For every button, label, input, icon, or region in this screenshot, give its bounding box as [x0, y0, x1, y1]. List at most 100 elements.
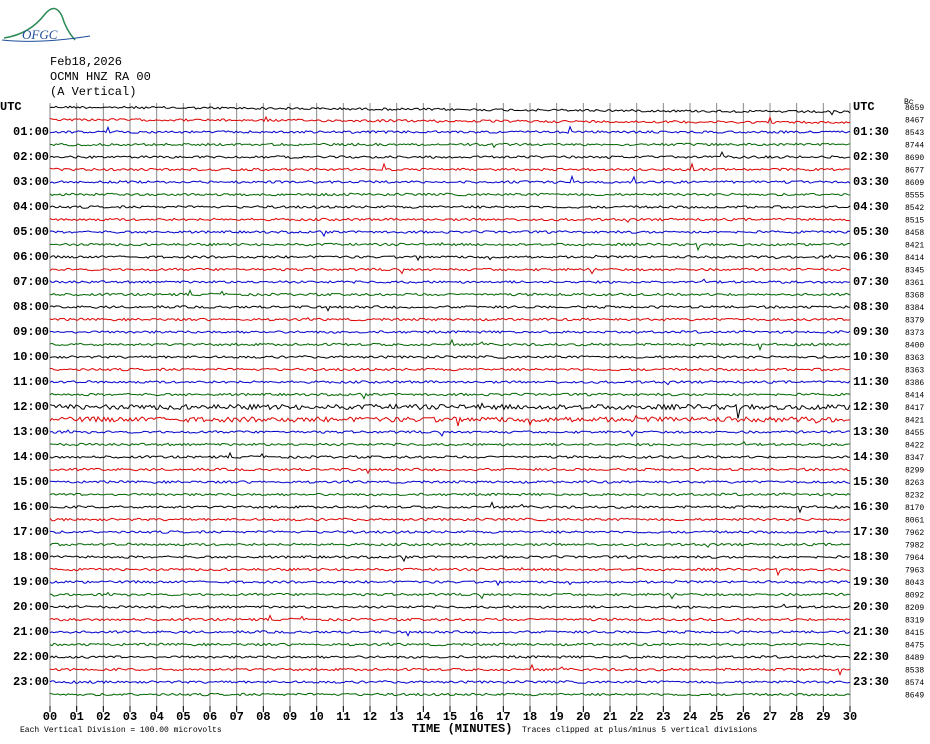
- left-time-label: 07:00: [13, 275, 49, 289]
- trace: [50, 367, 851, 372]
- count-label: 8455: [905, 429, 924, 438]
- x-tick-label: 00: [43, 710, 57, 724]
- trace: [49, 492, 851, 497]
- left-time-label: 23:00: [13, 675, 49, 689]
- right-time-label: 03:30: [853, 175, 889, 189]
- trace: [49, 517, 851, 522]
- x-tick-label: 30: [843, 710, 857, 724]
- right-time-label: 05:30: [853, 225, 889, 239]
- count-label: 8417: [905, 404, 924, 413]
- left-time-label: 17:00: [13, 525, 49, 539]
- trace: [50, 329, 851, 334]
- trace: [49, 125, 851, 134]
- count-label: 8555: [905, 192, 924, 201]
- logo-swoosh: [1, 35, 91, 42]
- trace: [49, 501, 851, 514]
- right-time-label: 12:30: [853, 400, 889, 414]
- count-label: 7963: [905, 567, 924, 576]
- scale-note: Each Vertical Division = 100.00 microvol…: [20, 726, 222, 735]
- trace: [49, 242, 851, 252]
- x-tick-label: 14: [416, 710, 430, 724]
- x-tick-label: 28: [789, 710, 803, 724]
- left-time-label: 10:00: [13, 350, 49, 364]
- count-label: 8415: [905, 629, 924, 638]
- count-label: 8690: [905, 154, 924, 163]
- trace: [49, 429, 851, 438]
- count-label: 8347: [905, 454, 924, 463]
- x-tick-label: 27: [763, 710, 777, 724]
- x-tick-label: 13: [389, 710, 403, 724]
- x-tick-label: 29: [816, 710, 830, 724]
- trace: [49, 603, 851, 609]
- count-label: 8515: [905, 217, 924, 226]
- date: Feb18,2026: [50, 55, 122, 69]
- x-tick-label: 26: [736, 710, 750, 724]
- count-label: 8543: [905, 129, 924, 138]
- trace: [49, 115, 851, 125]
- trace: [49, 402, 851, 419]
- right-time-label: 20:30: [853, 600, 889, 614]
- trace: [49, 338, 851, 352]
- trace: [49, 654, 851, 659]
- x-tick-label: 19: [549, 710, 563, 724]
- count-label: 8414: [905, 254, 924, 263]
- right-time-label: 09:30: [853, 325, 889, 339]
- logo-curve: [3, 7, 76, 41]
- count-label: 8421: [905, 242, 924, 251]
- left-time-label: 06:00: [13, 250, 49, 264]
- count-label: 8061: [905, 517, 924, 526]
- clip-note: Traces clipped at plus/minus 5 vertical …: [522, 726, 757, 735]
- count-label: 8400: [905, 342, 924, 351]
- right-time-label: 16:30: [853, 500, 889, 514]
- count-label: 8458: [905, 229, 924, 238]
- count-label: 8363: [905, 354, 924, 363]
- x-tick-label: 15: [443, 710, 457, 724]
- count-label: 8467: [905, 117, 924, 126]
- trace: [49, 441, 851, 447]
- trace: [49, 192, 851, 197]
- right-time-label: 08:30: [853, 300, 889, 314]
- count-label: 8538: [905, 667, 924, 676]
- x-tick-label: 16: [469, 710, 483, 724]
- trace: [49, 217, 851, 223]
- x-tick-label: 03: [123, 710, 137, 724]
- trace: [49, 392, 851, 400]
- trace: [49, 151, 851, 159]
- count-label: 8363: [905, 367, 924, 376]
- count-label: 8263: [905, 479, 924, 488]
- trace: [49, 105, 851, 116]
- trace: [49, 305, 851, 312]
- x-tick-label: 17: [496, 710, 510, 724]
- trace: [49, 642, 851, 647]
- left-time-label: 12:00: [13, 400, 49, 414]
- x-tick-label: 06: [203, 710, 217, 724]
- trace: [49, 278, 851, 284]
- right-time-label: 22:30: [853, 650, 889, 664]
- count-label: 7964: [905, 554, 924, 563]
- count-label: 8232: [905, 492, 924, 501]
- trace: [49, 162, 851, 172]
- count-label: 8384: [905, 304, 924, 313]
- count-label: 8361: [905, 279, 924, 288]
- count-label: 8659: [905, 104, 924, 113]
- count-label: 8421: [905, 417, 924, 426]
- corner-label: Bc: [904, 98, 914, 107]
- count-label: 8299: [905, 467, 924, 476]
- left-time-label: 21:00: [13, 625, 49, 639]
- count-label: 7962: [905, 529, 924, 538]
- station: OCMN HNZ RA 00: [50, 70, 151, 84]
- left-time-label: 13:00: [13, 425, 49, 439]
- left-time-label: 11:00: [13, 375, 49, 389]
- count-label: 8677: [905, 167, 924, 176]
- trace: [49, 591, 851, 600]
- right-time-label: 15:30: [853, 475, 889, 489]
- x-tick-label: 23: [656, 710, 670, 724]
- left-time-label: 01:00: [13, 125, 49, 139]
- count-label: 8386: [905, 379, 924, 388]
- trace: [49, 230, 851, 238]
- right-time-label: 11:30: [853, 375, 889, 389]
- count-label: 8170: [905, 504, 924, 513]
- trace: [49, 479, 851, 484]
- count-label: 8379: [905, 317, 924, 326]
- trace: [49, 380, 851, 386]
